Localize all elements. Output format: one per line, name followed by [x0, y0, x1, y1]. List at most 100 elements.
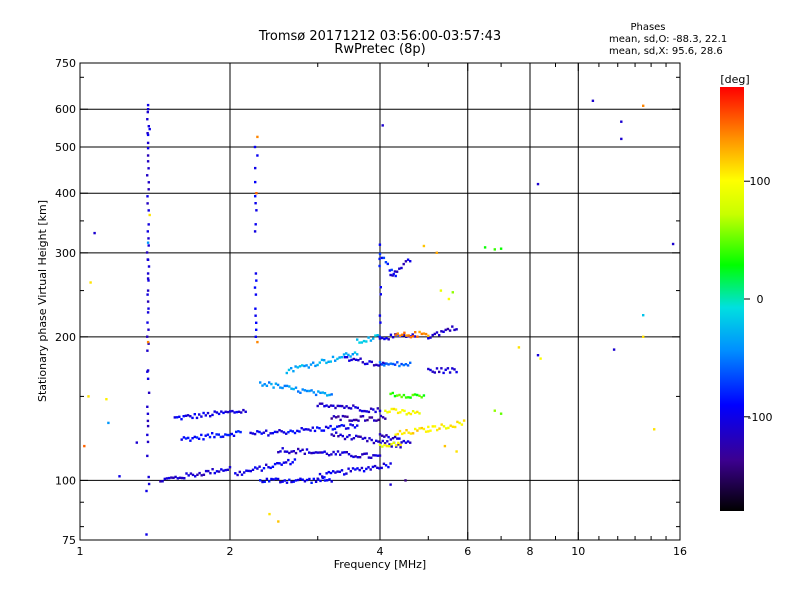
trace-point — [378, 409, 382, 413]
trace-point — [314, 451, 318, 454]
x-tick-label: 16 — [673, 545, 687, 558]
trace-point — [449, 424, 452, 427]
trace-point — [420, 332, 423, 336]
column-point — [255, 279, 258, 282]
trace-point — [338, 470, 341, 473]
trace-point — [418, 412, 421, 415]
scatter-point — [642, 104, 645, 107]
trace-point — [291, 430, 294, 433]
trace-point — [347, 467, 350, 470]
trace-point — [387, 465, 390, 469]
trace-point — [256, 467, 259, 470]
trace-point — [406, 440, 410, 443]
trace-point — [299, 477, 302, 480]
column-point — [254, 272, 258, 275]
trace-point — [367, 410, 371, 414]
trace-point — [284, 461, 288, 464]
trace-point — [191, 473, 195, 477]
trace-point — [416, 429, 419, 432]
trace-point — [285, 450, 289, 453]
trace-point — [336, 450, 340, 453]
scatter-point — [435, 251, 438, 254]
chart-title-block: Tromsø 20171212 03:56:00-03:57:43 RwPret… — [258, 29, 501, 57]
trace-point — [161, 480, 164, 483]
scatter-point — [146, 424, 150, 428]
scatter-point — [146, 241, 150, 244]
trace-point — [206, 411, 210, 415]
trace-point — [424, 332, 428, 336]
trace-point — [386, 262, 389, 266]
trace-point — [209, 472, 212, 475]
trace-point — [265, 463, 268, 466]
scatter-point — [146, 154, 150, 157]
trace-point — [422, 394, 426, 397]
trace-point — [394, 274, 397, 278]
trace-point — [387, 363, 390, 366]
trace-point — [243, 471, 246, 474]
scatter-point — [146, 289, 150, 292]
trace-point — [343, 406, 346, 409]
trace-point — [236, 473, 239, 477]
scatter-point — [671, 242, 675, 246]
trace-point — [372, 337, 375, 340]
trace-point — [296, 366, 299, 369]
trace-point — [404, 260, 408, 263]
trace-point — [435, 331, 439, 334]
trace-point — [362, 470, 366, 473]
trace-point — [386, 411, 389, 414]
trace-point — [400, 395, 403, 399]
trace-point — [384, 261, 388, 264]
trace-point — [309, 429, 312, 432]
colorbar-ticks: 100 0 -100 — [744, 175, 772, 424]
trace-point — [270, 382, 273, 386]
trace-point — [200, 433, 203, 437]
colorbar-label: [deg] — [720, 73, 749, 86]
trace-point — [385, 362, 388, 365]
trace-point — [367, 456, 371, 459]
trace-point — [427, 367, 430, 371]
trace-point — [436, 428, 439, 432]
scatter-point — [381, 124, 384, 127]
trace-point — [258, 465, 261, 468]
trace-point — [349, 470, 352, 473]
column-point — [146, 433, 149, 437]
trace-point — [332, 404, 335, 407]
trace-point — [209, 415, 212, 418]
trace-point — [366, 418, 369, 422]
trace-point — [301, 388, 304, 391]
x-tick-label: 6 — [464, 545, 471, 558]
trace-point — [356, 338, 359, 341]
trace-point — [296, 429, 299, 433]
trace-point — [367, 336, 370, 339]
trace-point — [329, 404, 333, 407]
trace-point — [213, 435, 216, 439]
y-tick-label: 75 — [62, 534, 76, 547]
column-point — [255, 328, 258, 331]
trace-point — [409, 336, 413, 339]
trace-point — [399, 443, 402, 446]
trace-point — [370, 416, 374, 419]
trace-point — [237, 410, 241, 413]
trace-point — [189, 472, 193, 475]
trace-point — [451, 325, 454, 328]
trace-point — [312, 451, 315, 455]
trace-point — [343, 415, 347, 418]
scatter-point — [89, 281, 92, 284]
trace-point — [268, 480, 271, 483]
trace-point — [351, 424, 354, 427]
trace-point — [262, 467, 266, 470]
trace-point — [384, 417, 387, 420]
trace-point — [374, 334, 377, 337]
trace-point — [347, 353, 350, 357]
scatter-point — [539, 357, 542, 360]
trace-point — [405, 334, 408, 337]
trace-point — [442, 425, 446, 428]
trace-point — [352, 455, 355, 459]
scatter-point — [447, 297, 451, 301]
trace-point — [396, 394, 399, 397]
trace-point — [366, 362, 369, 365]
trace-point — [394, 444, 398, 447]
trace-point — [362, 339, 366, 343]
trace-point — [319, 479, 322, 483]
trace-point — [345, 352, 348, 355]
